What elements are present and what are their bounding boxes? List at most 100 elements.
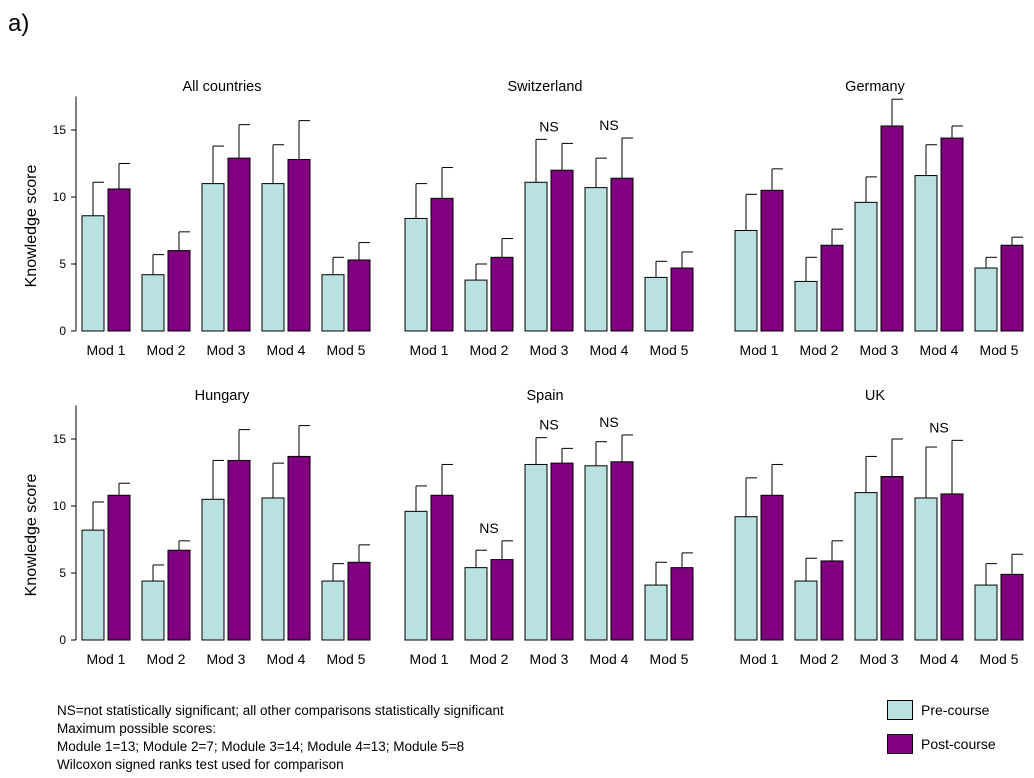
bar-pre xyxy=(794,580,818,641)
bar-pre xyxy=(201,498,225,641)
y-tick-label: 5 xyxy=(59,566,66,580)
category-label: Mod 3 xyxy=(530,651,569,667)
bar-pre xyxy=(404,217,428,332)
chart-title: Switzerland xyxy=(508,79,583,95)
category-label: Mod 5 xyxy=(327,342,366,358)
bar-post xyxy=(610,461,634,641)
bar-post xyxy=(1000,244,1024,332)
bar-post xyxy=(940,137,964,332)
bar-post xyxy=(167,250,191,332)
bar-post xyxy=(550,462,574,641)
category-label: Mod 1 xyxy=(87,651,126,667)
bar-pre xyxy=(261,183,285,332)
y-axis-label: Knowledge score xyxy=(23,165,40,288)
chart-panel: Germany Mod 1 Mod 2 Mod 3 Mod 4 Mod 5 xyxy=(734,79,1024,358)
bar-post xyxy=(430,494,454,641)
footnote-max-values: Module 1=13; Module 2=7; Module 3=14; Mo… xyxy=(57,739,465,754)
bar-pre xyxy=(321,274,345,332)
category-label: Mod 2 xyxy=(800,651,839,667)
bar-post xyxy=(820,244,844,332)
bar-pre xyxy=(141,580,165,641)
bar-pre xyxy=(974,267,998,332)
bar-post xyxy=(670,567,694,641)
y-tick-label: 15 xyxy=(53,123,67,137)
chart-panel: Hungary 0 5 10 15 Knowledge score Mod 1 Mod 2 Mo… xyxy=(23,388,371,667)
bar-post xyxy=(610,177,634,332)
category-label: Mod 1 xyxy=(410,651,449,667)
bar-pre xyxy=(854,201,878,332)
ns-annotation: NS xyxy=(599,414,618,430)
chart-panel: Switzerland Mod 1 Mod 2 Mod 3 Mod 4 Mod 5 NS NS xyxy=(404,79,694,358)
bar-pre xyxy=(794,280,818,332)
bar-pre xyxy=(974,584,998,641)
chart-title: Hungary xyxy=(195,388,251,404)
category-label: Mod 1 xyxy=(740,651,779,667)
category-label: Mod 5 xyxy=(980,342,1019,358)
chart-title: Spain xyxy=(526,388,563,404)
category-label: Mod 3 xyxy=(860,651,899,667)
bar-post xyxy=(880,125,904,332)
bar-post xyxy=(760,189,784,332)
bar-pre xyxy=(734,230,758,332)
category-label: Mod 3 xyxy=(860,342,899,358)
bar-pre xyxy=(854,492,878,641)
legend-item-pre: Pre-course xyxy=(887,699,989,721)
legend-label-pre: Pre-course xyxy=(921,702,990,718)
category-label: Mod 5 xyxy=(650,342,689,358)
bar-post xyxy=(107,188,131,332)
y-tick-label: 5 xyxy=(59,257,66,271)
chart-panel: All countries 0 5 10 15 Knowledge score Mod 1 M… xyxy=(23,79,371,358)
ns-annotation: NS xyxy=(929,419,948,435)
category-label: Mod 1 xyxy=(740,342,779,358)
category-label: Mod 4 xyxy=(920,342,959,358)
bar-pre xyxy=(81,529,105,641)
bar-pre xyxy=(524,181,548,332)
bar-post xyxy=(550,169,574,332)
bar-post xyxy=(1000,573,1024,641)
bar-pre xyxy=(644,276,668,332)
bar-pre xyxy=(914,175,938,332)
bar-pre xyxy=(321,580,345,641)
footnote-ns: NS=not statistically significant; all ot… xyxy=(57,703,504,718)
category-label: Mod 4 xyxy=(590,342,629,358)
y-tick-label: 15 xyxy=(53,432,67,446)
ns-annotation: NS xyxy=(599,117,618,133)
y-tick-label: 0 xyxy=(59,633,66,647)
category-label: Mod 4 xyxy=(590,651,629,667)
bar-pre xyxy=(464,279,488,332)
bar-post xyxy=(227,459,251,641)
bar-pre xyxy=(201,183,225,332)
bar-pre xyxy=(584,465,608,641)
bar-post xyxy=(490,559,514,641)
panel-label: a) xyxy=(8,10,30,37)
category-label: Mod 5 xyxy=(650,651,689,667)
bar-post xyxy=(107,494,131,641)
legend-label-post: Post-course xyxy=(921,736,996,752)
bar-pre xyxy=(464,567,488,641)
category-label: Mod 3 xyxy=(207,342,246,358)
category-label: Mod 4 xyxy=(267,651,306,667)
bar-post xyxy=(670,267,694,332)
ns-annotation: NS xyxy=(539,118,558,134)
category-label: Mod 5 xyxy=(980,651,1019,667)
bar-pre xyxy=(81,215,105,332)
legend-item-post: Post-course xyxy=(887,733,996,755)
bar-pre xyxy=(914,497,938,641)
bar-post xyxy=(347,259,371,332)
legend-swatch-post xyxy=(887,734,913,754)
bar-post xyxy=(490,256,514,332)
category-label: Mod 3 xyxy=(530,342,569,358)
chart-title: Germany xyxy=(845,79,905,95)
bar-post xyxy=(880,476,904,641)
y-tick-label: 0 xyxy=(59,324,66,338)
bar-pre xyxy=(261,497,285,641)
category-label: Mod 2 xyxy=(470,342,509,358)
category-label: Mod 2 xyxy=(147,342,186,358)
bar-post xyxy=(820,560,844,641)
ns-annotation: NS xyxy=(479,520,498,536)
category-label: Mod 2 xyxy=(470,651,509,667)
bar-pre xyxy=(644,584,668,641)
y-tick-label: 10 xyxy=(53,190,67,204)
bar-post xyxy=(287,455,311,641)
legend-swatch-pre xyxy=(887,700,913,720)
